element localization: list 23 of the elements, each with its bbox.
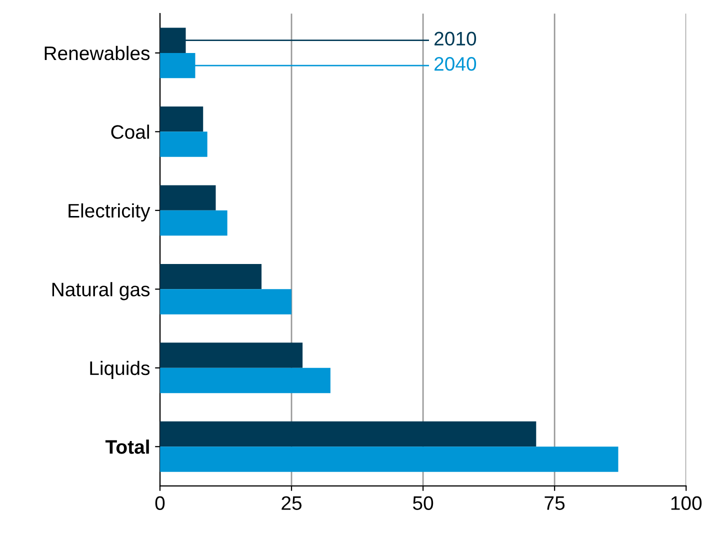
- y-tick-label: Total: [105, 440, 149, 454]
- bar: [160, 421, 536, 447]
- bar: [160, 185, 216, 210]
- bar: [160, 106, 204, 132]
- bar: [160, 210, 228, 236]
- text: 2010: [434, 32, 476, 46]
- x-tick-label: 0: [155, 496, 165, 510]
- text: 2040: [434, 56, 476, 71]
- bar: [160, 446, 618, 472]
- bar: [160, 132, 208, 157]
- x-tick-label: 100: [671, 496, 702, 510]
- x-tick-label: 75: [544, 496, 565, 510]
- y-tick-label: Renewables: [44, 46, 150, 60]
- y-tick-label: Natural gas: [52, 282, 150, 300]
- x-tick-label: 25: [282, 496, 302, 510]
- y-tick-label: Coal: [111, 124, 149, 139]
- bar: [160, 342, 303, 368]
- bar: [160, 264, 262, 290]
- y-tick-label: Liquids: [90, 360, 150, 379]
- bar: [160, 368, 330, 394]
- bar: [160, 289, 292, 314]
- y-tick-label: Electricity: [68, 203, 150, 222]
- x-tick-label: 50: [413, 496, 434, 510]
